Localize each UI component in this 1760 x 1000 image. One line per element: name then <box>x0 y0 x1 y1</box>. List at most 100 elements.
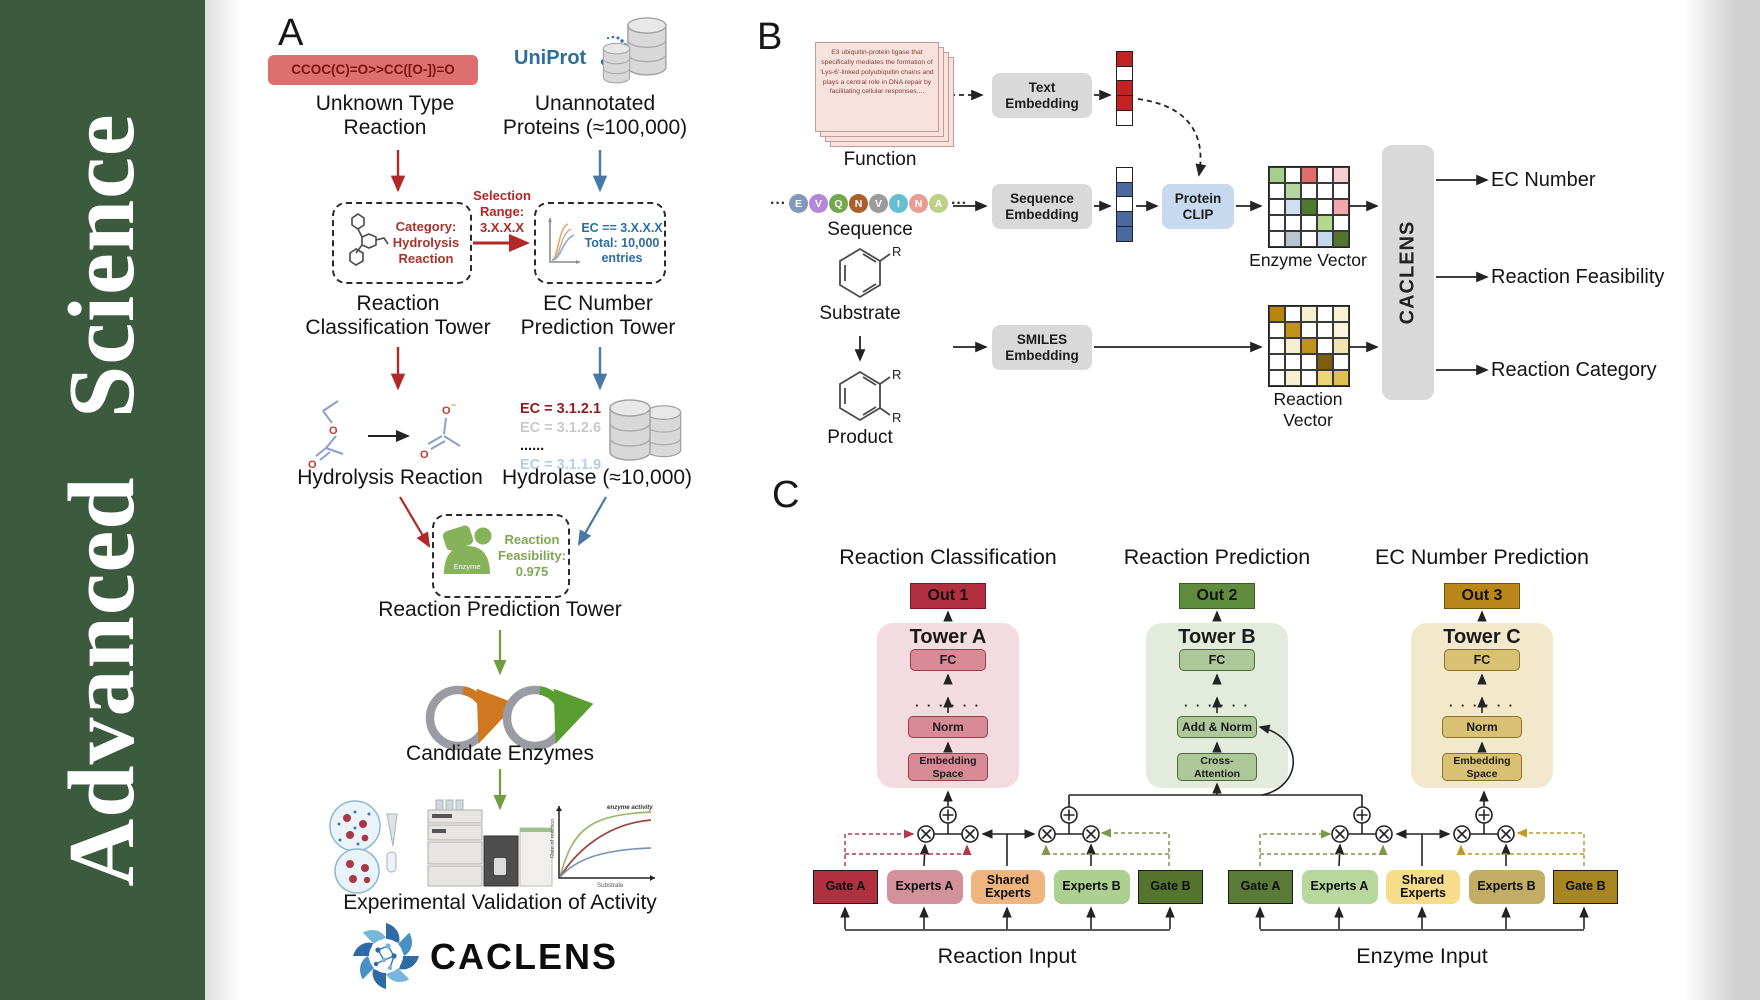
multiply-icon <box>1497 825 1515 843</box>
caclens-block-text: CACLENS <box>1396 220 1419 325</box>
acetate-molecule-icon: O − O <box>420 400 461 461</box>
ec-number-prediction-title: EC Number Prediction <box>1375 545 1589 569</box>
ec-list-item: EC = 3.1.1.9 <box>520 456 602 473</box>
residue-Q: Q <box>828 194 848 213</box>
matrix-cell <box>1333 183 1349 199</box>
matrix-cell <box>1285 199 1301 215</box>
matrix-cell <box>1269 199 1285 215</box>
tower-a-dots: · · · · · · <box>914 698 982 713</box>
matrix-cell <box>1333 338 1349 354</box>
vector-cell <box>1116 65 1133 82</box>
matrix-cell <box>1269 354 1285 370</box>
moe-box-experts-a: Experts A <box>1301 870 1378 904</box>
moe-box-gate-a: Gate A <box>1228 870 1293 904</box>
ec-selection-text: EC == 3.X.X.X Total: 10,000 entries <box>581 220 663 265</box>
protein-clip-box: Protein CLIP <box>1162 184 1234 229</box>
multiply-icon <box>1082 825 1100 843</box>
matrix-cell <box>1317 167 1333 183</box>
ec-number-prediction-tower-label: EC Number Prediction Tower <box>520 292 676 339</box>
caclens-model-block: CACLENS <box>1382 145 1434 400</box>
function-card: E3 ubiquitin-protein ligase that specifi… <box>815 42 939 132</box>
svg-text:O: O <box>442 405 451 417</box>
multiply-icon <box>917 825 935 843</box>
panel-c-label: C <box>772 474 800 516</box>
ec-list-item: ...... <box>520 438 545 454</box>
matrix-cell <box>1333 370 1349 386</box>
residue-N: N <box>848 194 868 213</box>
vector-cell <box>1116 181 1133 198</box>
smiles-reaction-box: CCOC(C)=O>>CC([O-])=O <box>268 55 478 85</box>
page-left-shadow <box>205 0 241 1000</box>
reaction-classification-title: Reaction Classification <box>839 545 1057 569</box>
matrix-cell <box>1317 370 1333 386</box>
ec-selection-dashed-box: EC == 3.X.X.X Total: 10,000 entries <box>534 202 666 284</box>
svg-text:R: R <box>892 410 901 425</box>
ester-molecule-icon: O O <box>308 400 344 471</box>
moe-group-enzyme: Gate A Experts A Shared Experts Experts B Ga… <box>1228 870 1618 904</box>
vector-cell <box>1116 196 1133 213</box>
matrix-cell <box>1285 215 1301 231</box>
matrix-cell <box>1317 215 1333 231</box>
out-1-box: Out 1 <box>910 583 986 609</box>
hydrolase-label: Hydrolase (≈10,000) <box>501 466 693 489</box>
vector-cell <box>1116 211 1133 228</box>
function-cards: E3 ubiquitin-protein ligase that specifi… <box>815 42 955 147</box>
tower-c-norm-box: Norm <box>1442 716 1522 738</box>
vector-cell <box>1116 166 1133 183</box>
enzyme-input-label: Enzyme Input <box>1356 944 1488 968</box>
enzyme-vector-label: Enzyme Vector <box>1249 250 1367 270</box>
function-card-text: E3 ubiquitin-protein ligase that specifi… <box>820 49 934 96</box>
residue-V: V <box>868 194 888 213</box>
substrate-molecule-icon: R <box>839 244 901 299</box>
hydrolysis-reaction-label: Hydrolysis Reaction <box>297 466 483 489</box>
gate-wires <box>844 828 1585 866</box>
matrix-cell <box>1269 183 1285 199</box>
out-3-box: Out 3 <box>1444 583 1520 609</box>
moe-box-gate-a: Gate A <box>813 870 878 904</box>
category-molecule-slot <box>345 213 389 273</box>
residue-I: I <box>888 194 908 213</box>
moe-box-experts-b: Experts B <box>1468 870 1545 904</box>
tower-c-dots: · · · · · · <box>1448 698 1516 713</box>
out-2-box: Out 2 <box>1179 583 1255 609</box>
reaction-input-label: Reaction Input <box>937 944 1077 968</box>
multiply-icon <box>1331 825 1349 843</box>
residue-N: N <box>908 194 928 213</box>
feasibility-text: Reaction Feasibility: 0.975 <box>498 532 566 579</box>
sequence-label: Sequence <box>827 219 913 240</box>
text-embedding-vector <box>1116 50 1133 127</box>
matrix-cell <box>1285 370 1301 386</box>
matrix-cell <box>1301 322 1317 338</box>
reaction-vector-label: Reaction Vector <box>1273 389 1343 430</box>
matrix-cell <box>1317 306 1333 322</box>
matrix-cell <box>1285 183 1301 199</box>
substrate-label: Substrate <box>819 303 901 324</box>
tower-b-dots: · · · · · · <box>1183 698 1251 713</box>
tower-a-embedding-space-box: Embedding Space <box>908 753 988 781</box>
experimental-validation-label: Experimental Validation of Activity <box>343 891 657 914</box>
matrix-cell <box>1301 199 1317 215</box>
database-icon-small <box>602 42 631 84</box>
tower-b-add-norm-box: Add & Norm <box>1177 716 1257 738</box>
database-icon-hydrolase-2 <box>646 405 682 458</box>
tower-b-fc-box: FC <box>1179 649 1255 671</box>
matrix-cell <box>1317 322 1333 338</box>
matrix-cell <box>1333 306 1349 322</box>
matrix-cell <box>1317 338 1333 354</box>
tower-c-embedding-space-box: Embedding Space <box>1442 753 1522 781</box>
matrix-cell <box>1333 354 1349 370</box>
kinetics-graph-icon: enzyme activity Rate of reaction Substra… <box>550 804 655 889</box>
residue-E: E <box>788 194 808 213</box>
ec-number-list: EC = 3.1.2.1 EC = 3.1.2.6...... EC = 3.1.1… <box>520 400 620 474</box>
svg-text:enzyme activity: enzyme activity <box>607 804 653 811</box>
matrix-cell <box>1285 306 1301 322</box>
tower-a-norm-box: Norm <box>908 716 988 738</box>
matrix-cell <box>1317 199 1333 215</box>
text-embedding-box: Text Embedding <box>992 73 1092 118</box>
matrix-cell <box>1301 183 1317 199</box>
matrix-cell <box>1269 322 1285 338</box>
svg-text:Substrate: Substrate <box>597 882 624 889</box>
matrix-cell <box>1269 370 1285 386</box>
